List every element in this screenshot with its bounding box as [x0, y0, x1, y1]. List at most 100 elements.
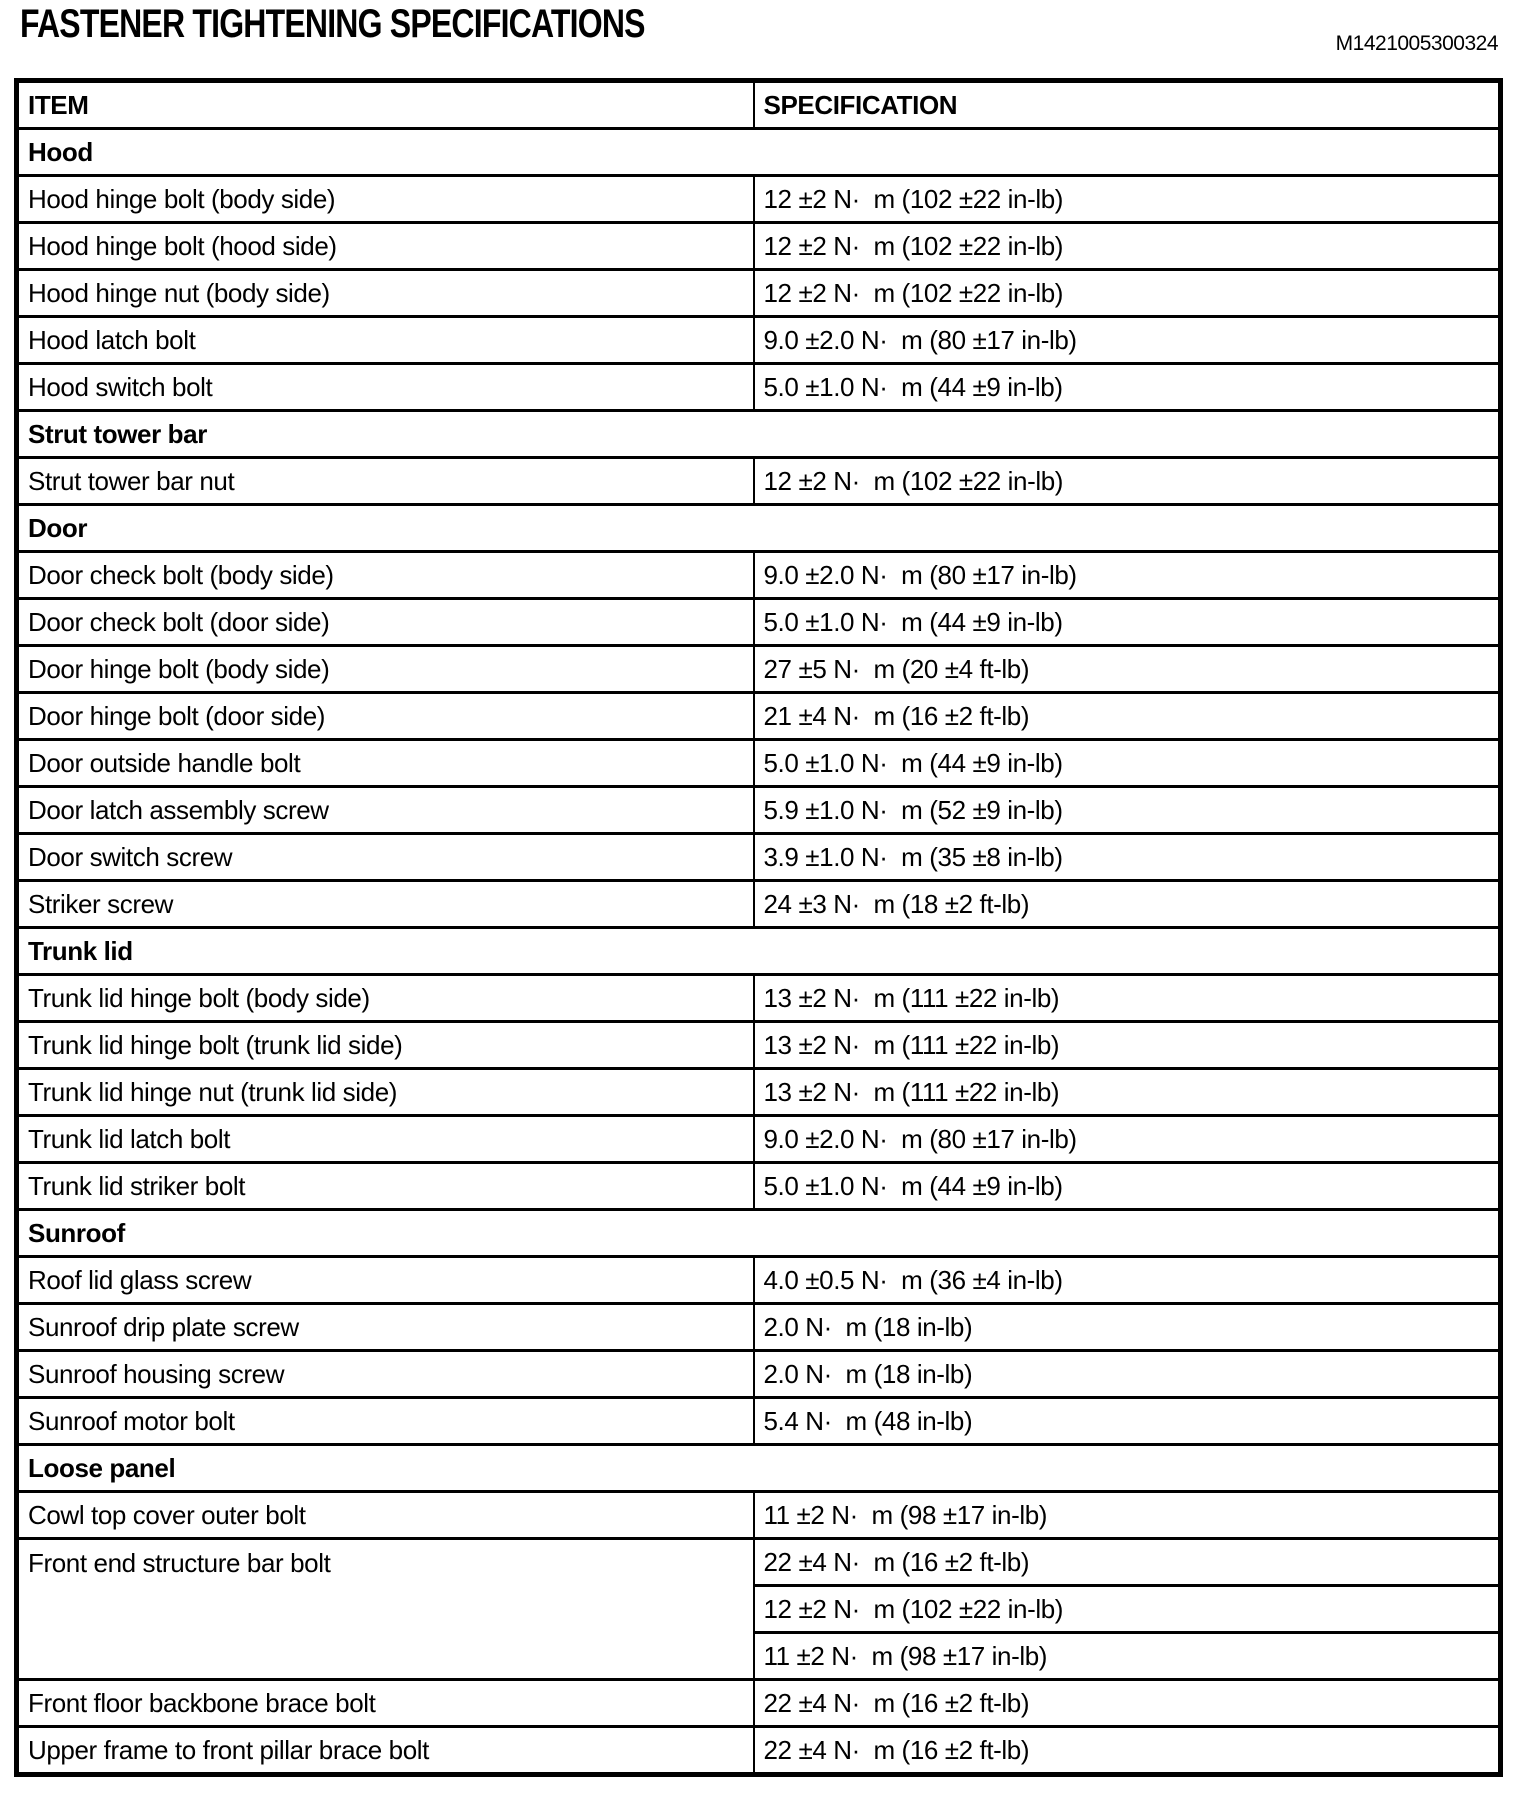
specification-cell: 24 ±3 N· m (18 ±2 ft-lb) [752, 879, 1502, 929]
item-cell: Sunroof drip plate screw [15, 1302, 755, 1352]
item-cell: Trunk lid hinge bolt (trunk lid side) [15, 1020, 755, 1070]
item-cell: Hood switch bolt [15, 362, 755, 412]
section-row-loose-panel: Loose panel [15, 1443, 1502, 1493]
item-cell: Door outside handle bolt [15, 738, 755, 788]
specification-cell: 5.0 ±1.0 N· m (44 ±9 in-lb) [752, 738, 1502, 788]
table-body: Hood Hood hinge bolt (body side) 12 ±2 N· … [15, 127, 1502, 1776]
table-row: Strut tower bar nut 12 ±2 N· m (102 ±22 i… [15, 456, 1502, 506]
column-header-specification: SPECIFICATION [752, 79, 1502, 130]
specification-cell: 2.0 N· m (18 in-lb) [752, 1349, 1502, 1399]
specification-cell: 5.4 N· m (48 in-lb) [752, 1396, 1502, 1446]
table-row: Sunroof housing screw 2.0 N· m (18 in-lb) [15, 1349, 1502, 1399]
table-row: Trunk lid latch bolt 9.0 ±2.0 N· m (80 ±1… [15, 1114, 1502, 1164]
column-header-item: ITEM [15, 79, 755, 130]
section-row-door: Door [15, 503, 1502, 553]
specification-cell: 22 ±4 N· m (16 ±2 ft-lb) [752, 1678, 1502, 1728]
specification-cell: 13 ±2 N· m (111 ±22 in-lb) [752, 1020, 1502, 1070]
table-row: Hood switch bolt 5.0 ±1.0 N· m (44 ±9 in-… [15, 362, 1502, 412]
table-row: Hood latch bolt 9.0 ±2.0 N· m (80 ±17 in-… [15, 315, 1502, 365]
table-row: Hood hinge bolt (hood side) 12 ±2 N· m (1… [15, 221, 1502, 271]
specification-cell: 13 ±2 N· m (111 ±22 in-lb) [752, 973, 1502, 1023]
specification-cell: 27 ±5 N· m (20 ±4 ft-lb) [752, 644, 1502, 694]
specification-cell: 5.0 ±1.0 N· m (44 ±9 in-lb) [752, 1161, 1502, 1211]
specification-cell: 9.0 ±2.0 N· m (80 ±17 in-lb) [752, 315, 1502, 365]
section-header-label: Hood [15, 127, 1502, 177]
section-header-label: Loose panel [15, 1443, 1502, 1493]
section-row-trunk-lid: Trunk lid [15, 926, 1502, 976]
item-cell: Hood hinge nut (body side) [15, 268, 755, 318]
specification-cell: 4.0 ±0.5 N· m (36 ±4 in-lb) [752, 1255, 1502, 1305]
item-cell: Door check bolt (body side) [15, 550, 755, 600]
section-header-label: Trunk lid [15, 926, 1502, 976]
item-cell: Door latch assembly screw [15, 785, 755, 835]
fastener-spec-table: ITEM SPECIFICATION Hood Hood hinge bolt (… [14, 78, 1503, 1777]
specification-cell: 5.9 ±1.0 N· m (52 ±9 in-lb) [752, 785, 1502, 835]
table-header-row: ITEM SPECIFICATION [15, 79, 1502, 130]
table-row: Front end structure bar bolt 22 ±4 N· m (… [15, 1537, 1502, 1681]
section-row-hood: Hood [15, 127, 1502, 177]
item-cell: Front floor backbone brace bolt [15, 1678, 755, 1728]
item-cell: Striker screw [15, 879, 755, 929]
table-row: Sunroof motor bolt 5.4 N· m (48 in-lb) [15, 1396, 1502, 1446]
specification-cell: 5.0 ±1.0 N· m (44 ±9 in-lb) [752, 597, 1502, 647]
specification-cell: 9.0 ±2.0 N· m (80 ±17 in-lb) [752, 550, 1502, 600]
table-row: Door outside handle bolt 5.0 ±1.0 N· m (4… [15, 738, 1502, 788]
specification-cell: 12 ±2 N· m (102 ±22 in-lb) [752, 174, 1502, 224]
specification-cell: 13 ±2 N· m (111 ±22 in-lb) [752, 1067, 1502, 1117]
table-row: Trunk lid hinge bolt (body side) 13 ±2 N·… [15, 973, 1502, 1023]
item-cell: Upper frame to front pillar brace bolt [15, 1725, 755, 1776]
table-row: Door check bolt (body side) 9.0 ±2.0 N· m… [15, 550, 1502, 600]
item-cell: Sunroof motor bolt [15, 1396, 755, 1446]
table-row: Door check bolt (door side) 5.0 ±1.0 N· m… [15, 597, 1502, 647]
specification-cell: 11 ±2 N· m (98 ±17 in-lb) [752, 1490, 1502, 1540]
table-row: Trunk lid hinge bolt (trunk lid side) 13 … [15, 1020, 1502, 1070]
page-title: FASTENER TIGHTENING SPECIFICATIONS [20, 2, 645, 46]
item-cell: Sunroof housing screw [15, 1349, 755, 1399]
table-row: Sunroof drip plate screw 2.0 N· m (18 in-… [15, 1302, 1502, 1352]
specification-cell: 21 ±4 N· m (16 ±2 ft-lb) [752, 691, 1502, 741]
table-row: 12 ±2 N· m (102 ±22 in-lb) [17, 1584, 1502, 1634]
table-row: Door switch screw 3.9 ±1.0 N· m (35 ±8 in… [15, 832, 1502, 882]
table-row: Cowl top cover outer bolt 11 ±2 N· m (98 … [15, 1490, 1502, 1540]
specification-cell: 12 ±2 N· m (102 ±22 in-lb) [752, 268, 1502, 318]
specification-cell: 22 ±4 N· m (16 ±2 ft-lb) [752, 1537, 1502, 1587]
item-cell: Hood latch bolt [15, 315, 755, 365]
specification-cell: 12 ±2 N· m (102 ±22 in-lb) [752, 1584, 1502, 1634]
section-row-strut-tower-bar: Strut tower bar [15, 409, 1502, 459]
table-row: Hood hinge nut (body side) 12 ±2 N· m (10… [15, 268, 1502, 318]
table-row: Trunk lid hinge nut (trunk lid side) 13 ±… [15, 1067, 1502, 1117]
specification-cell: 3.9 ±1.0 N· m (35 ±8 in-lb) [752, 832, 1502, 882]
table-row: Hood hinge bolt (body side) 12 ±2 N· m (1… [15, 174, 1502, 224]
item-cell: Strut tower bar nut [15, 456, 755, 506]
table-row: Door hinge bolt (body side) 27 ±5 N· m (2… [15, 644, 1502, 694]
specification-cell: 5.0 ±1.0 N· m (44 ±9 in-lb) [752, 362, 1502, 412]
item-cell: Roof lid glass screw [15, 1255, 755, 1305]
section-header-label: Sunroof [15, 1208, 1502, 1258]
specification-cell: 12 ±2 N· m (102 ±22 in-lb) [752, 456, 1502, 506]
doc-reference-number: M1421005300324 [1335, 32, 1499, 55]
specification-cell: 9.0 ±2.0 N· m (80 ±17 in-lb) [752, 1114, 1502, 1164]
table-row: Roof lid glass screw 4.0 ±0.5 N· m (36 ±4… [15, 1255, 1502, 1305]
table-row: Door latch assembly screw 5.9 ±1.0 N· m (… [15, 785, 1502, 835]
item-cell: Cowl top cover outer bolt [15, 1490, 755, 1540]
item-cell: Trunk lid striker bolt [15, 1161, 755, 1211]
item-cell: Trunk lid hinge nut (trunk lid side) [15, 1067, 755, 1117]
table-row: Striker screw 24 ±3 N· m (18 ±2 ft-lb) [15, 879, 1502, 929]
table-row: Front floor backbone brace bolt 22 ±4 N· … [15, 1678, 1502, 1728]
section-header-label: Door [15, 503, 1502, 553]
item-cell: Trunk lid hinge bolt (body side) [15, 973, 755, 1023]
item-cell: Door hinge bolt (body side) [15, 644, 755, 694]
table-row: Door hinge bolt (door side) 21 ±4 N· m (1… [15, 691, 1502, 741]
section-row-sunroof: Sunroof [15, 1208, 1502, 1258]
item-cell: Door check bolt (door side) [15, 597, 755, 647]
specification-cell: 22 ±4 N· m (16 ±2 ft-lb) [752, 1725, 1502, 1776]
item-cell: Door switch screw [15, 832, 755, 882]
specification-cell: 2.0 N· m (18 in-lb) [752, 1302, 1502, 1352]
item-cell: Hood hinge bolt (body side) [15, 174, 755, 224]
item-cell: Hood hinge bolt (hood side) [15, 221, 755, 271]
item-cell: Trunk lid latch bolt [15, 1114, 755, 1164]
section-header-label: Strut tower bar [15, 409, 1502, 459]
table-row: Trunk lid striker bolt 5.0 ±1.0 N· m (44 … [15, 1161, 1502, 1211]
table-row: 11 ±2 N· m (98 ±17 in-lb) [17, 1631, 1502, 1681]
